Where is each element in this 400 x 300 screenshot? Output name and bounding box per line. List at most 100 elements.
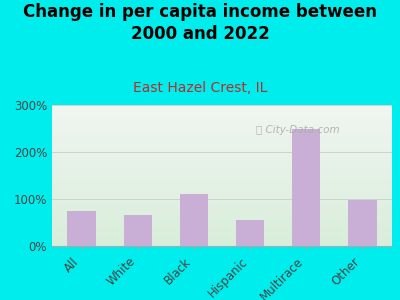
Bar xyxy=(52,238,392,239)
Bar xyxy=(52,192,392,194)
Bar xyxy=(52,125,392,126)
Bar xyxy=(348,200,376,246)
Bar xyxy=(52,163,392,164)
Bar xyxy=(52,185,392,187)
Bar xyxy=(52,153,392,154)
Bar xyxy=(52,112,392,113)
Bar xyxy=(52,146,392,147)
Bar xyxy=(236,220,264,246)
Bar xyxy=(52,205,392,206)
Bar xyxy=(52,167,392,169)
Bar xyxy=(52,128,392,129)
Bar xyxy=(52,137,392,139)
Bar xyxy=(180,194,208,246)
Bar xyxy=(52,195,392,197)
Bar xyxy=(52,142,392,143)
Bar xyxy=(52,156,392,157)
Bar xyxy=(52,201,392,202)
Bar xyxy=(52,197,392,198)
Bar xyxy=(52,143,392,145)
Bar xyxy=(52,170,392,171)
Bar xyxy=(52,209,392,211)
Bar xyxy=(124,215,152,246)
Bar xyxy=(52,233,392,235)
Text: East Hazel Crest, IL: East Hazel Crest, IL xyxy=(133,81,267,95)
Bar xyxy=(52,147,392,149)
Bar xyxy=(52,113,392,115)
Bar xyxy=(52,240,392,242)
Bar xyxy=(52,174,392,176)
Bar xyxy=(52,181,392,182)
Bar xyxy=(52,188,392,190)
Bar xyxy=(52,177,392,178)
Bar xyxy=(52,244,392,246)
Bar xyxy=(52,139,392,140)
Bar xyxy=(52,215,392,216)
Bar xyxy=(52,211,392,212)
Bar xyxy=(52,115,392,116)
Bar xyxy=(52,154,392,156)
Bar xyxy=(52,229,392,230)
Bar xyxy=(52,243,392,244)
Bar xyxy=(52,164,392,166)
Bar xyxy=(52,182,392,184)
Bar xyxy=(52,216,392,218)
Bar xyxy=(52,222,392,224)
Bar xyxy=(52,133,392,135)
Bar xyxy=(52,194,392,195)
Bar xyxy=(52,235,392,236)
Bar xyxy=(52,178,392,180)
Bar xyxy=(52,232,392,233)
Bar xyxy=(52,226,392,228)
Bar xyxy=(52,108,392,109)
Text: ⓘ City-Data.com: ⓘ City-Data.com xyxy=(256,125,340,135)
Bar xyxy=(52,180,392,181)
Bar xyxy=(52,228,392,229)
Bar xyxy=(52,166,392,167)
Bar xyxy=(52,118,392,119)
Bar xyxy=(52,159,392,160)
Bar xyxy=(52,225,392,226)
Bar xyxy=(52,152,392,153)
Bar xyxy=(52,130,392,132)
Bar xyxy=(52,206,392,208)
Bar xyxy=(52,121,392,122)
Bar xyxy=(52,220,392,222)
Bar xyxy=(52,160,392,161)
Bar xyxy=(52,116,392,118)
Bar xyxy=(52,132,392,133)
Bar xyxy=(52,176,392,177)
Bar xyxy=(52,129,392,130)
Bar xyxy=(52,184,392,185)
Bar xyxy=(52,157,392,159)
Bar xyxy=(52,230,392,232)
Bar xyxy=(52,173,392,174)
Bar xyxy=(52,145,392,146)
Bar xyxy=(52,204,392,205)
Bar xyxy=(52,198,392,200)
Bar xyxy=(52,135,392,136)
Bar xyxy=(52,136,392,137)
Bar xyxy=(52,126,392,128)
Bar xyxy=(52,218,392,219)
Bar xyxy=(52,214,392,215)
Bar xyxy=(68,211,96,246)
Bar xyxy=(52,190,392,191)
Bar xyxy=(52,224,392,225)
Bar xyxy=(52,169,392,170)
Bar xyxy=(52,122,392,123)
Bar xyxy=(52,242,392,243)
Bar xyxy=(52,111,392,112)
Text: Change in per capita income between
2000 and 2022: Change in per capita income between 2000… xyxy=(23,3,377,43)
Bar xyxy=(52,106,392,108)
Bar xyxy=(52,219,392,220)
Bar xyxy=(52,161,392,163)
Bar xyxy=(52,212,392,214)
Bar xyxy=(52,239,392,240)
Bar xyxy=(52,202,392,204)
Bar xyxy=(52,140,392,142)
Bar xyxy=(52,109,392,111)
Bar xyxy=(52,119,392,121)
Bar xyxy=(52,208,392,209)
Bar xyxy=(52,200,392,201)
